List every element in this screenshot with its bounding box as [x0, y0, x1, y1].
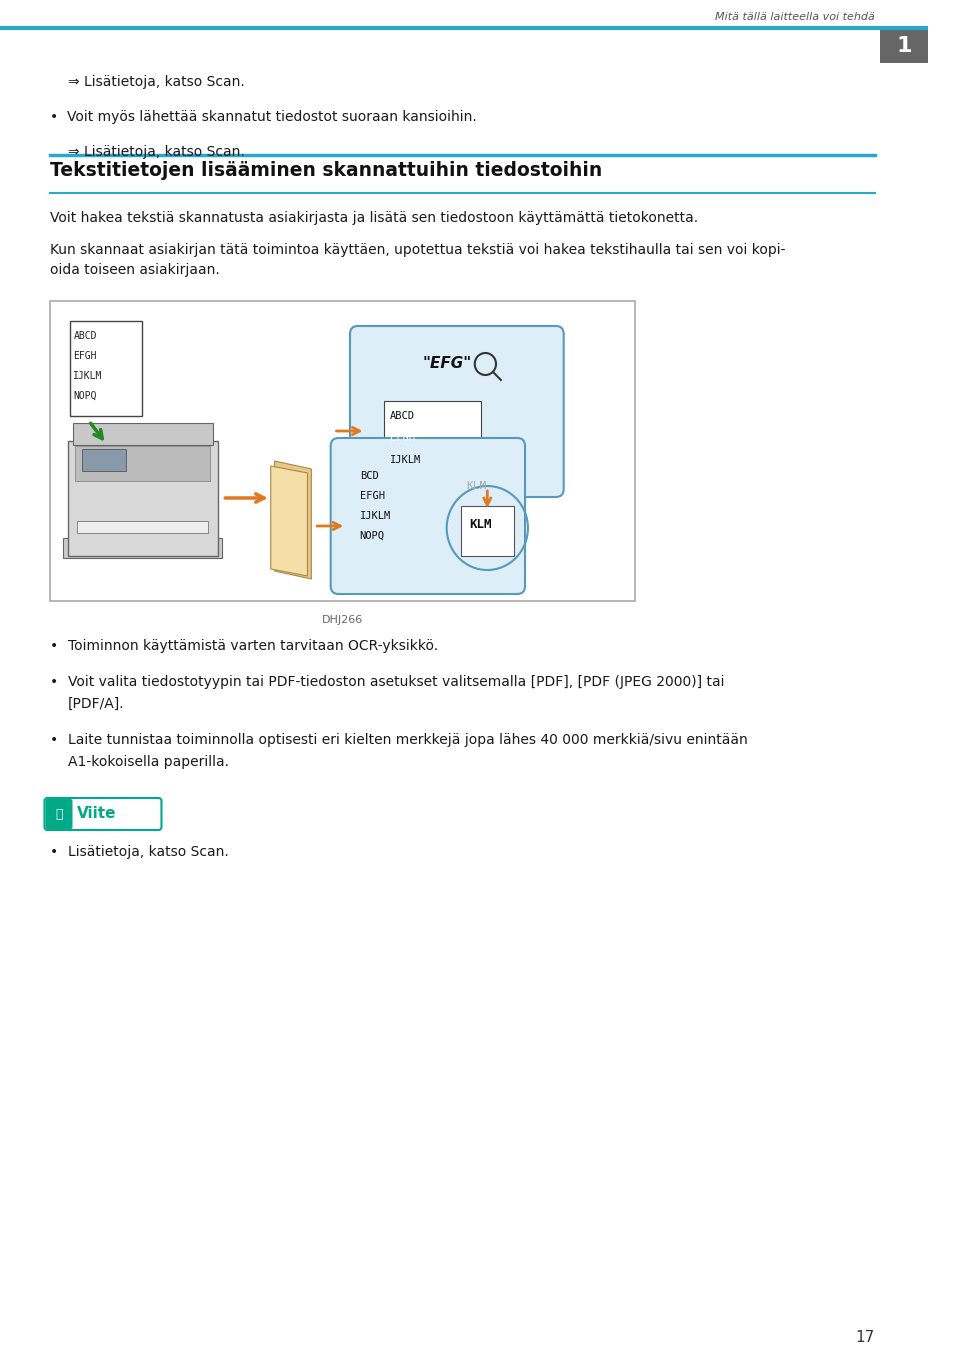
Polygon shape — [275, 461, 311, 579]
FancyBboxPatch shape — [76, 446, 210, 480]
Text: "EFG": "EFG" — [422, 356, 471, 371]
Text: Kun skannaat asiakirjan tätä toimintoa käyttäen, upotettua tekstiä voi hakea tek: Kun skannaat asiakirjan tätä toimintoa k… — [50, 243, 786, 277]
FancyBboxPatch shape — [350, 326, 564, 497]
FancyBboxPatch shape — [330, 438, 525, 594]
Text: IJKLM: IJKLM — [390, 455, 420, 465]
Text: EFGH: EFGH — [390, 433, 415, 444]
Text: 1: 1 — [897, 35, 912, 56]
Text: ⇒ Lisätietoja, katso Scan.: ⇒ Lisätietoja, katso Scan. — [68, 145, 245, 158]
Text: EFGH: EFGH — [74, 351, 97, 360]
FancyBboxPatch shape — [45, 799, 73, 829]
Text: IJKLM: IJKLM — [74, 371, 103, 381]
FancyBboxPatch shape — [386, 445, 479, 465]
Text: A1-kokoisella paperilla.: A1-kokoisella paperilla. — [68, 755, 228, 768]
Text: IJKLM: IJKLM — [360, 511, 391, 521]
FancyBboxPatch shape — [384, 401, 481, 480]
Text: Toiminnon käyttämistä varten tarvitaan OCR-yksikkö.: Toiminnon käyttämistä varten tarvitaan O… — [68, 639, 438, 652]
Text: NOPQ: NOPQ — [74, 390, 97, 401]
FancyBboxPatch shape — [50, 302, 636, 601]
Text: Voit valita tiedostotyypin tai PDF-tiedoston asetukset valitsemalla [PDF], [PDF : Voit valita tiedostotyypin tai PDF-tiedo… — [68, 676, 724, 689]
Text: KLM: KLM — [466, 480, 487, 491]
Text: Ⓑ: Ⓑ — [56, 808, 62, 820]
FancyBboxPatch shape — [70, 321, 142, 416]
Text: EFGH: EFGH — [360, 491, 385, 501]
FancyBboxPatch shape — [44, 799, 161, 830]
Text: BCD: BCD — [360, 471, 378, 480]
Polygon shape — [271, 465, 307, 576]
Text: •: • — [50, 733, 59, 747]
Text: Tekstitietojen lisääminen skannattuihin tiedostoihin: Tekstitietojen lisääminen skannattuihin … — [50, 161, 603, 180]
Text: •: • — [50, 845, 59, 859]
Text: •: • — [50, 639, 59, 652]
Text: Mitä tällä laitteella voi tehdä: Mitä tällä laitteella voi tehdä — [715, 12, 875, 22]
Text: ABCD: ABCD — [390, 411, 415, 420]
Text: [PDF/A].: [PDF/A]. — [68, 698, 124, 711]
FancyBboxPatch shape — [78, 521, 208, 532]
Text: KLM: KLM — [468, 517, 492, 531]
Text: DHJ266: DHJ266 — [322, 616, 363, 625]
Text: •: • — [50, 676, 59, 689]
Text: •  Voit myös lähettää skannatut tiedostot suoraan kansioihin.: • Voit myös lähettää skannatut tiedostot… — [50, 111, 477, 124]
FancyBboxPatch shape — [880, 29, 928, 63]
Text: 17: 17 — [855, 1330, 875, 1345]
Text: NOPQ: NOPQ — [360, 531, 385, 541]
FancyBboxPatch shape — [67, 441, 218, 556]
Text: ABCD: ABCD — [74, 330, 97, 341]
FancyBboxPatch shape — [62, 538, 223, 558]
Text: Laite tunnistaa toiminnolla optisesti eri kielten merkkejä jopa lähes 40 000 mer: Laite tunnistaa toiminnolla optisesti er… — [68, 733, 748, 747]
FancyBboxPatch shape — [73, 423, 213, 445]
Text: Viite: Viite — [78, 807, 117, 822]
Text: Voit hakea tekstiä skannatusta asiakirjasta ja lisätä sen tiedostoon käyttämättä: Voit hakea tekstiä skannatusta asiakirja… — [50, 212, 699, 225]
Text: Lisätietoja, katso Scan.: Lisätietoja, katso Scan. — [68, 845, 228, 859]
FancyBboxPatch shape — [461, 506, 515, 556]
FancyBboxPatch shape — [83, 449, 126, 471]
Text: ⇒ Lisätietoja, katso Scan.: ⇒ Lisätietoja, katso Scan. — [68, 75, 245, 89]
